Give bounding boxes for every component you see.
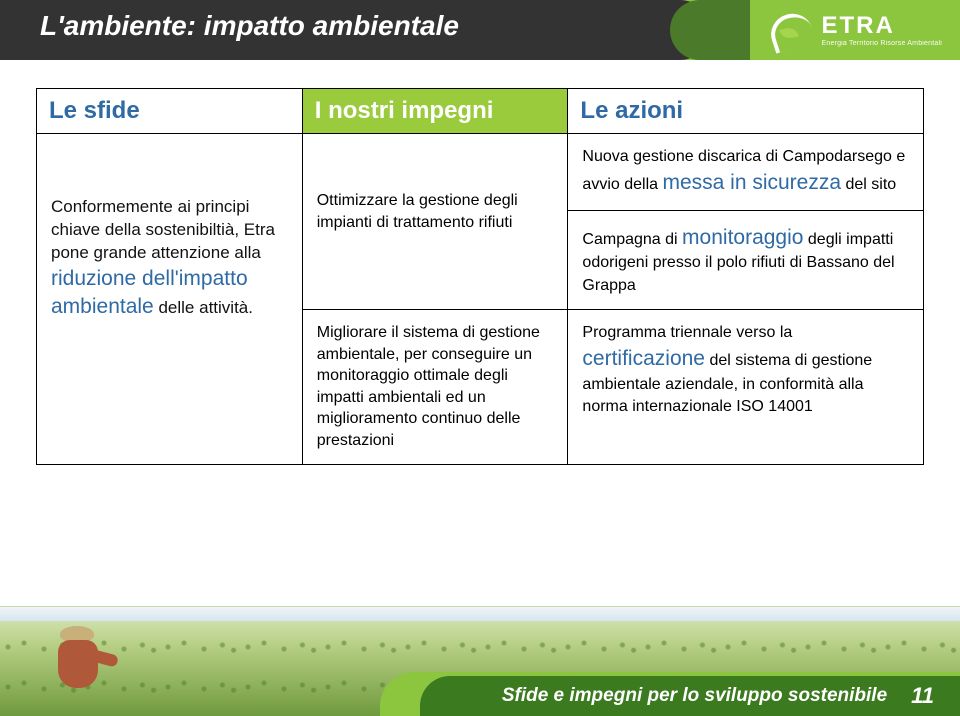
impegni-text-2: Migliorare il sistema di gestione ambien… <box>317 324 540 449</box>
logo-name: ETRA <box>822 14 943 38</box>
footer-bar: Sfide e impegni per lo sviluppo sostenib… <box>420 676 960 716</box>
slide: L'ambiente: impatto ambientale ETRA Ener… <box>0 0 960 716</box>
page-number: 11 <box>911 683 934 709</box>
sfide-text-pre: Conformemente ai principi chiave della s… <box>51 197 275 262</box>
logo-tagline: Energia Territorio Risorse Ambientali <box>822 40 943 47</box>
logo-leaf-icon <box>779 27 798 40</box>
footer-sky <box>0 607 960 621</box>
azioni3-highlight: certificazione <box>582 347 705 370</box>
cell-impegni-2: Migliorare il sistema di gestione ambien… <box>302 309 568 464</box>
azioni3-pre: Programma triennale verso la <box>582 324 792 341</box>
azioni1-highlight: messa in sicurezza <box>662 171 841 194</box>
content-table: Le sfide I nostri impegni Le azioni Conf… <box>36 88 924 465</box>
header-bar: L'ambiente: impatto ambientale ETRA Ener… <box>0 0 960 60</box>
col-header-sfide: Le sfide <box>37 89 303 134</box>
cell-impegni-1: Ottimizzare la gestione degli impianti d… <box>302 134 568 310</box>
footer-field-image: Sfide e impegni per lo sviluppo sostenib… <box>0 606 960 716</box>
azioni2-pre: Campagna di <box>582 231 682 248</box>
logo-swoosh-icon <box>766 8 814 52</box>
azioni1-post: del sito <box>845 176 896 193</box>
slide-title: L'ambiente: impatto ambientale <box>40 10 459 42</box>
header-green-tab <box>670 0 750 60</box>
footer-label: Sfide e impegni per lo sviluppo sostenib… <box>502 685 887 707</box>
logo-text: ETRA Energia Territorio Risorse Ambienta… <box>822 14 943 47</box>
col-header-impegni: I nostri impegni <box>302 89 568 134</box>
cell-azioni-1: Nuova gestione discarica di Campodarsego… <box>568 134 924 211</box>
azioni2-highlight: monitoraggio <box>682 226 803 249</box>
sfide-text-post: delle attività. <box>158 298 253 317</box>
footer-person-icon <box>30 622 120 712</box>
cell-sfide: Conformemente ai principi chiave della s… <box>37 134 303 465</box>
table-body-row: Conformemente ai principi chiave della s… <box>37 134 924 211</box>
col-header-azioni: Le azioni <box>568 89 924 134</box>
brand-logo: ETRA Energia Territorio Risorse Ambienta… <box>766 8 943 52</box>
cell-azioni-2: Campagna di monitoraggio degli impatti o… <box>568 210 924 309</box>
impegni-text-1: Ottimizzare la gestione degli impianti d… <box>317 192 518 231</box>
table-header-row: Le sfide I nostri impegni Le azioni <box>37 89 924 134</box>
cell-azioni-3: Programma triennale verso la certificazi… <box>568 309 924 464</box>
